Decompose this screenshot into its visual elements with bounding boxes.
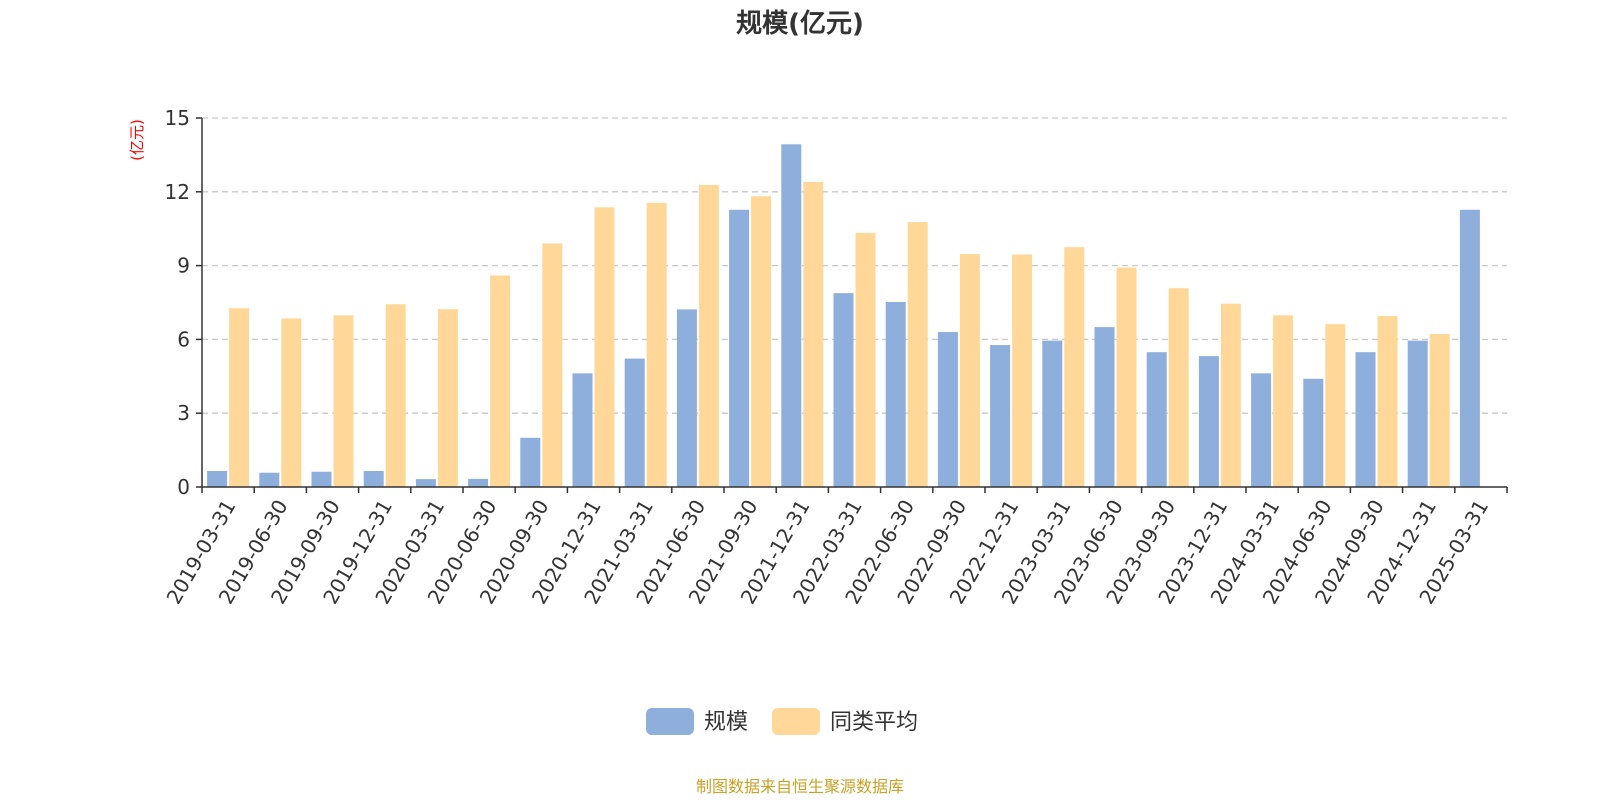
- bar-scale: [781, 144, 802, 487]
- y-tick-label: 6: [177, 327, 190, 351]
- bar-peer-average: [490, 275, 511, 487]
- bar-peer-average: [385, 304, 406, 487]
- bar-peer-average: [907, 222, 928, 488]
- y-tick-label: 9: [177, 254, 190, 278]
- bar-peer-average: [803, 181, 824, 487]
- bar-scale: [1459, 209, 1480, 487]
- bar-peer-average: [1273, 315, 1294, 487]
- y-axis-label: (亿元): [128, 119, 146, 161]
- bar-scale: [885, 302, 906, 487]
- y-tick-label: 3: [177, 401, 190, 425]
- bar-scale: [624, 358, 645, 487]
- bar-peer-average: [698, 184, 719, 488]
- y-tick-label: 15: [165, 106, 190, 130]
- chart-title: 规模(亿元): [736, 9, 864, 39]
- bar-scale: [1146, 352, 1167, 487]
- bars: [207, 144, 1480, 488]
- legend-swatch: [772, 708, 820, 735]
- bar-scale: [990, 345, 1011, 487]
- bar-peer-average: [333, 315, 354, 487]
- y-tick-label: 0: [177, 475, 190, 499]
- bar-peer-average: [1064, 247, 1085, 487]
- bar-scale: [1407, 340, 1428, 487]
- bar-peer-average: [959, 254, 980, 487]
- bar-scale: [1251, 373, 1272, 487]
- bar-scale: [1042, 340, 1063, 487]
- bar-scale: [1198, 356, 1219, 487]
- bar-peer-average: [437, 309, 458, 487]
- bar-scale: [937, 332, 958, 487]
- axes: [201, 118, 1508, 493]
- bar-peer-average: [751, 196, 772, 487]
- source-note: 制图数据来自恒生聚源数据库: [696, 777, 904, 796]
- bar-peer-average: [855, 232, 876, 487]
- bar-peer-average: [1168, 288, 1189, 487]
- bar-scale: [572, 373, 593, 487]
- bar-scale: [729, 209, 750, 487]
- bar-peer-average: [542, 243, 563, 487]
- legend-swatch: [646, 708, 694, 735]
- grid: [196, 117, 1507, 488]
- bar-scale: [833, 293, 854, 487]
- legend-label: 同类平均: [830, 710, 918, 735]
- bar-peer-average: [281, 318, 302, 487]
- x-tick-labels: 2019-03-312019-06-302019-09-302019-12-31…: [162, 495, 1494, 608]
- legend: 规模 同类平均: [646, 708, 918, 735]
- bar-scale: [311, 471, 332, 487]
- bar-scale: [468, 478, 489, 487]
- bar-scale: [1303, 378, 1324, 487]
- bar-scale: [259, 472, 280, 487]
- bar-peer-average: [594, 207, 615, 487]
- bar-peer-average: [1377, 316, 1398, 487]
- bar-peer-average: [646, 202, 667, 487]
- bar-scale: [520, 437, 541, 487]
- bar-peer-average: [229, 308, 250, 487]
- bar-scale: [1094, 327, 1115, 487]
- bar-peer-average: [1012, 254, 1033, 487]
- bar-scale: [207, 471, 228, 487]
- bar-scale: [415, 479, 436, 487]
- y-tick-label: 12: [165, 180, 190, 204]
- bar-peer-average: [1325, 324, 1346, 487]
- legend-label: 规模: [704, 710, 748, 735]
- y-tick-labels: 0 3 6 9 12 15: [165, 106, 190, 499]
- bar-peer-average: [1116, 267, 1137, 487]
- bar-scale: [676, 309, 697, 487]
- bar-peer-average: [1220, 303, 1241, 487]
- bar-scale: [1355, 352, 1376, 487]
- bar-scale: [363, 471, 384, 487]
- bar-peer-average: [1429, 333, 1450, 487]
